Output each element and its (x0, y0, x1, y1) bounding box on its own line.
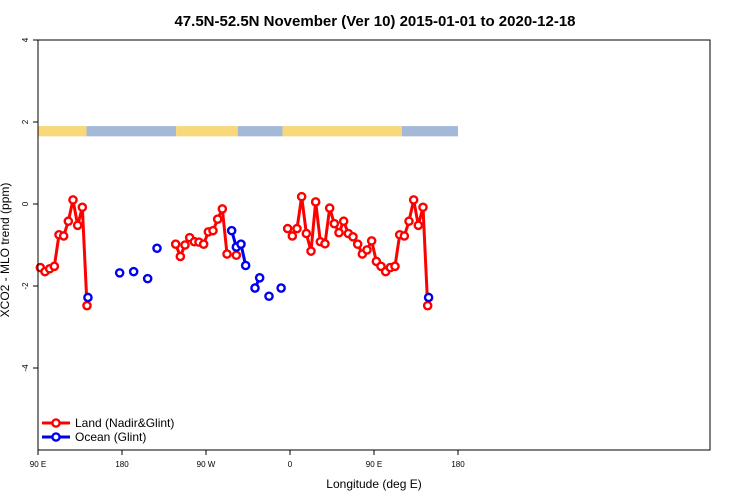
y-tick-label: -2 (21, 282, 30, 290)
data-point-land (334, 227, 344, 238)
legend-item-ocean: Ocean (Glint) (42, 430, 146, 444)
data-point-land (422, 300, 433, 311)
y-tick-label: 4 (21, 37, 30, 42)
chart-title: 47.5N-52.5N November (Ver 10) 2015-01-01… (174, 13, 575, 30)
data-point-land (49, 261, 60, 272)
data-point-land (175, 251, 186, 262)
data-point-land (329, 218, 340, 229)
y-axis: -4 -2 0 2 4 (21, 37, 38, 372)
data-point-ocean (276, 283, 286, 293)
data-point-land (198, 239, 209, 249)
data-point-land (77, 202, 88, 213)
x-axis-label: Longitude (deg E) (326, 477, 421, 491)
data-point-land (413, 220, 424, 231)
data-point-land (170, 239, 181, 249)
data-point-land (292, 223, 302, 234)
x-tick-label: 90 E (366, 460, 382, 469)
data-point-ocean (142, 273, 153, 284)
x-tick-label: 90 W (197, 460, 216, 469)
data-point-land (324, 203, 335, 213)
legend: Land (Nadir&Glint) Ocean (Glint) (42, 416, 174, 444)
data-point-land (404, 216, 414, 227)
data-point-land (287, 231, 298, 241)
data-point-land (352, 239, 363, 249)
data-point-ocean (226, 225, 237, 236)
data-point-land (180, 240, 190, 250)
x-tick-label: 180 (451, 460, 465, 469)
series-line-land (38, 198, 89, 308)
data-point-ocean (236, 239, 246, 249)
x-tick-label: 180 (115, 460, 129, 469)
x-tick-label: 90 E (30, 460, 46, 469)
legend-land-marker (51, 418, 61, 428)
data-point-ocean (264, 291, 274, 302)
data-point-land (82, 300, 92, 311)
data-point-land (58, 231, 69, 241)
x-axis: 90 E 180 90 W 0 90 E 180 (30, 450, 465, 469)
band-segment-land (282, 126, 402, 137)
data-point-land (418, 202, 428, 213)
y-tick-label: 2 (21, 119, 30, 124)
data-point-land (212, 214, 223, 224)
data-point-land (72, 220, 83, 231)
data-point-land (296, 191, 307, 202)
legend-item-land: Land (Nadir&Glint) (42, 416, 174, 430)
data-point-ocean (152, 243, 162, 254)
band-segment-land (38, 126, 87, 137)
legend-ocean-marker (51, 432, 61, 442)
data-point-land (63, 216, 74, 227)
data-point-ocean (423, 292, 434, 303)
data-point-land (231, 250, 242, 261)
y-tick-label: -4 (21, 364, 30, 372)
data-point-land (362, 245, 372, 255)
data-point-ocean (128, 266, 139, 277)
x-tick-label: 0 (288, 460, 293, 469)
legend-ocean-label: Ocean (Glint) (75, 430, 146, 444)
data-point-land (338, 216, 349, 227)
data-point-land (208, 225, 218, 236)
data-point-land (366, 236, 377, 246)
band-segment-land (176, 126, 238, 137)
land-ocean-band (38, 126, 458, 137)
data-point-land (282, 223, 293, 234)
data-point-land (320, 238, 330, 249)
data-point-land (301, 228, 312, 239)
data-point-land (217, 204, 228, 214)
data-point-ocean (114, 268, 125, 278)
data-point-land (222, 249, 232, 259)
band-segment-ocean (86, 126, 177, 137)
band-segment-ocean (237, 126, 283, 137)
data-point-land (306, 246, 316, 256)
data-point-land (310, 197, 321, 207)
data-point-land (348, 231, 358, 242)
legend-land-label: Land (Nadir&Glint) (75, 416, 174, 430)
y-tick-label: 0 (21, 201, 30, 206)
data-point-ocean (250, 283, 260, 293)
data-point-land (408, 195, 419, 205)
y-axis-label: XCO2 - MLO trend (ppm) (0, 183, 12, 318)
data-point-ocean (254, 272, 265, 283)
band-segment-ocean (402, 126, 458, 137)
series-ocean (83, 225, 434, 303)
data-point-ocean (240, 260, 251, 271)
data-point-land (390, 261, 400, 272)
series-layer (35, 191, 434, 311)
data-point-ocean (83, 292, 93, 303)
data-point-land (399, 231, 410, 241)
data-point-land (68, 195, 78, 205)
